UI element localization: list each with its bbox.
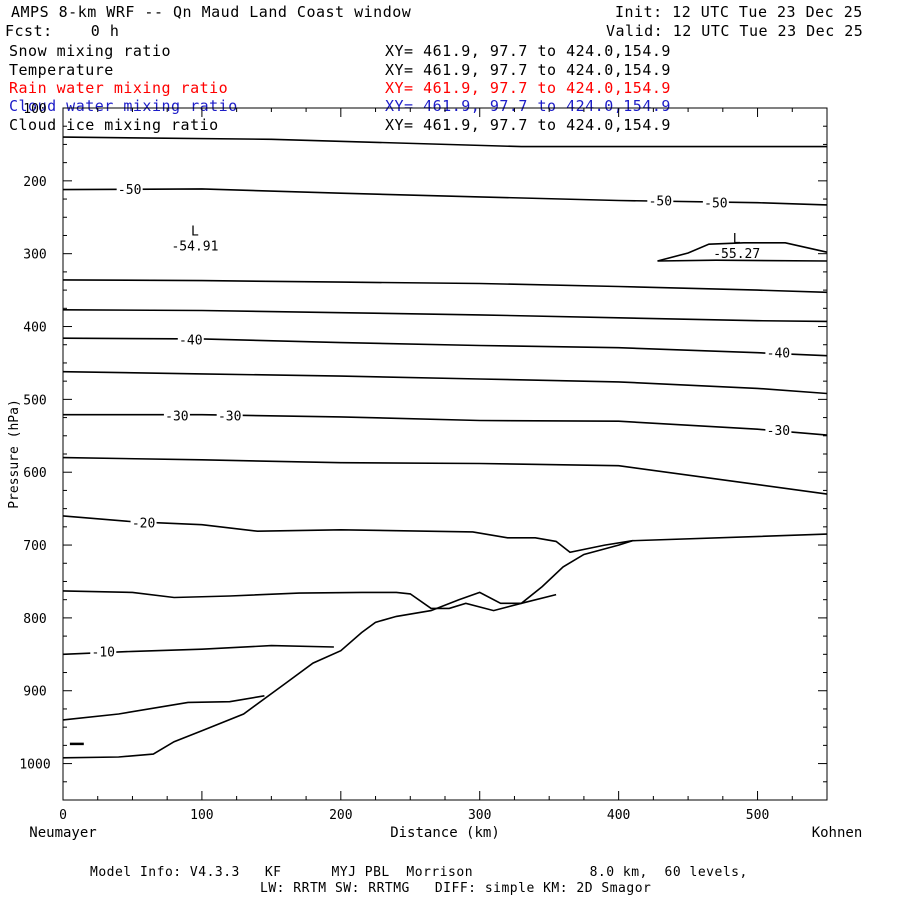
y-tick-label-300: 300 xyxy=(23,248,46,263)
low-value-1: -55.27 xyxy=(713,247,760,262)
field-xy-rain: XY= 461.9, 97.7 to 424.0,154.9 xyxy=(385,79,671,97)
contour-label-bg xyxy=(130,515,157,530)
series-line-isotherm-375 xyxy=(62,309,828,323)
header-init: Init: 12 UTC Tue 23 Dec 25 xyxy=(615,3,863,21)
field-name-cloud-water: Cloud water mixing ratio xyxy=(9,97,238,115)
field-xy-temperature: XY= 461.9, 97.7 to 424.0,154.9 xyxy=(385,61,671,79)
contour-label-bg xyxy=(765,422,792,437)
x-tick-label-100: 100 xyxy=(190,808,213,823)
field-name-snow: Snow mixing ratio xyxy=(9,42,172,60)
series-line-isotherm-462 xyxy=(62,370,828,395)
x-tick-label-300: 300 xyxy=(468,808,491,823)
contour-label-bg xyxy=(647,193,674,208)
header-title: AMPS 8-km WRF -- Qn Maud Land Coast wind… xyxy=(11,3,412,21)
plot-frame xyxy=(62,107,828,801)
x-start-label: Neumayer xyxy=(29,825,96,841)
x-tick-label-200: 200 xyxy=(329,808,352,823)
field-name-temperature: Temperature xyxy=(9,61,114,79)
y-axis-label: Pressure (hPa) xyxy=(7,399,22,509)
contour-label-isotherm-minus30: -30 xyxy=(767,424,790,439)
field-xy-cloud-water: XY= 461.9, 97.7 to 424.0,154.9 xyxy=(385,97,671,115)
series-line-isotherm-minus20 xyxy=(62,515,828,554)
low-marker-1: L xyxy=(733,232,741,247)
footer-model-info: Model Info: V4.3.3 KF MYJ PBL Morrison 8… xyxy=(90,865,748,880)
y-tick-label-1000: 1000 xyxy=(19,758,50,773)
contour-label-bg xyxy=(702,195,729,210)
series-line-warm-fragment-300 xyxy=(657,242,828,262)
y-tick-label-600: 600 xyxy=(23,466,46,481)
series-line-isotherm-minus30 xyxy=(63,413,828,436)
x-tick-label-400: 400 xyxy=(607,808,630,823)
low-value-0: -54.91 xyxy=(171,240,218,255)
y-tick-label-200: 200 xyxy=(23,175,46,190)
series-line-warm-fragment-310 xyxy=(657,259,828,262)
contour-label-isotherm-minus20: -20 xyxy=(132,516,155,531)
header-fcst: Fcst: 0 h xyxy=(5,22,120,40)
series-line-terrain xyxy=(62,539,633,759)
y-tick-label-900: 900 xyxy=(23,685,46,700)
contour-label-isotherm-minus40: -40 xyxy=(179,334,202,349)
contour-label-isotherm-minus50: -50 xyxy=(704,197,727,212)
header-valid: Valid: 12 UTC Tue 23 Dec 25 xyxy=(606,22,864,40)
contour-label-bg xyxy=(765,345,792,360)
contour-label-bg xyxy=(216,408,243,423)
low-marker-0: L xyxy=(191,225,199,240)
series-line-isotherm-top xyxy=(62,136,827,148)
field-xy-snow: XY= 461.9, 97.7 to 424.0,154.9 xyxy=(385,42,671,60)
contour-label-isotherm-minus30: -30 xyxy=(165,409,188,424)
field-name-rain: Rain water mixing ratio xyxy=(9,79,229,97)
x-tick-label-500: 500 xyxy=(746,808,769,823)
contour-label-bg xyxy=(90,644,117,659)
y-tick-label-800: 800 xyxy=(23,612,46,627)
contour-label-isotherm-minus50: -50 xyxy=(649,195,672,210)
y-tick-label-700: 700 xyxy=(23,539,46,554)
contour-label-bg xyxy=(116,181,143,196)
series-line-isotherm-760 xyxy=(62,590,557,612)
contour-label-bg xyxy=(177,332,204,347)
x-axis-label: Distance (km) xyxy=(390,825,500,841)
contour-label-isotherm-minus30: -30 xyxy=(218,409,241,424)
field-xy-cloud-ice: XY= 461.9, 97.7 to 424.0,154.9 xyxy=(385,116,671,134)
contour-label-isotherm-minus50: -50 xyxy=(118,183,141,198)
contour-label-isotherm-minus40: -40 xyxy=(767,347,790,362)
x-tick-label-0: 0 xyxy=(59,808,67,823)
x-end-label: Kohnen xyxy=(812,825,863,841)
series-line-isotherm-940 xyxy=(62,695,265,721)
y-tick-label-100: 100 xyxy=(23,102,46,117)
contour-label-isotherm-minus10: -10 xyxy=(92,645,115,660)
y-tick-label-500: 500 xyxy=(23,393,46,408)
series-line-isotherm-300-left xyxy=(62,279,828,294)
contour-label-bg xyxy=(163,408,190,423)
series-line-isotherm-minus50 xyxy=(62,188,828,206)
y-tick-label-400: 400 xyxy=(23,321,46,336)
footer-physics: LW: RRTM SW: RRTMG DIFF: simple KM: 2D S… xyxy=(260,881,652,896)
field-name-cloud-ice: Cloud ice mixing ratio xyxy=(9,116,219,134)
series-line-isotherm-580 xyxy=(62,456,828,495)
series-line-isotherm-minus40 xyxy=(62,337,828,357)
